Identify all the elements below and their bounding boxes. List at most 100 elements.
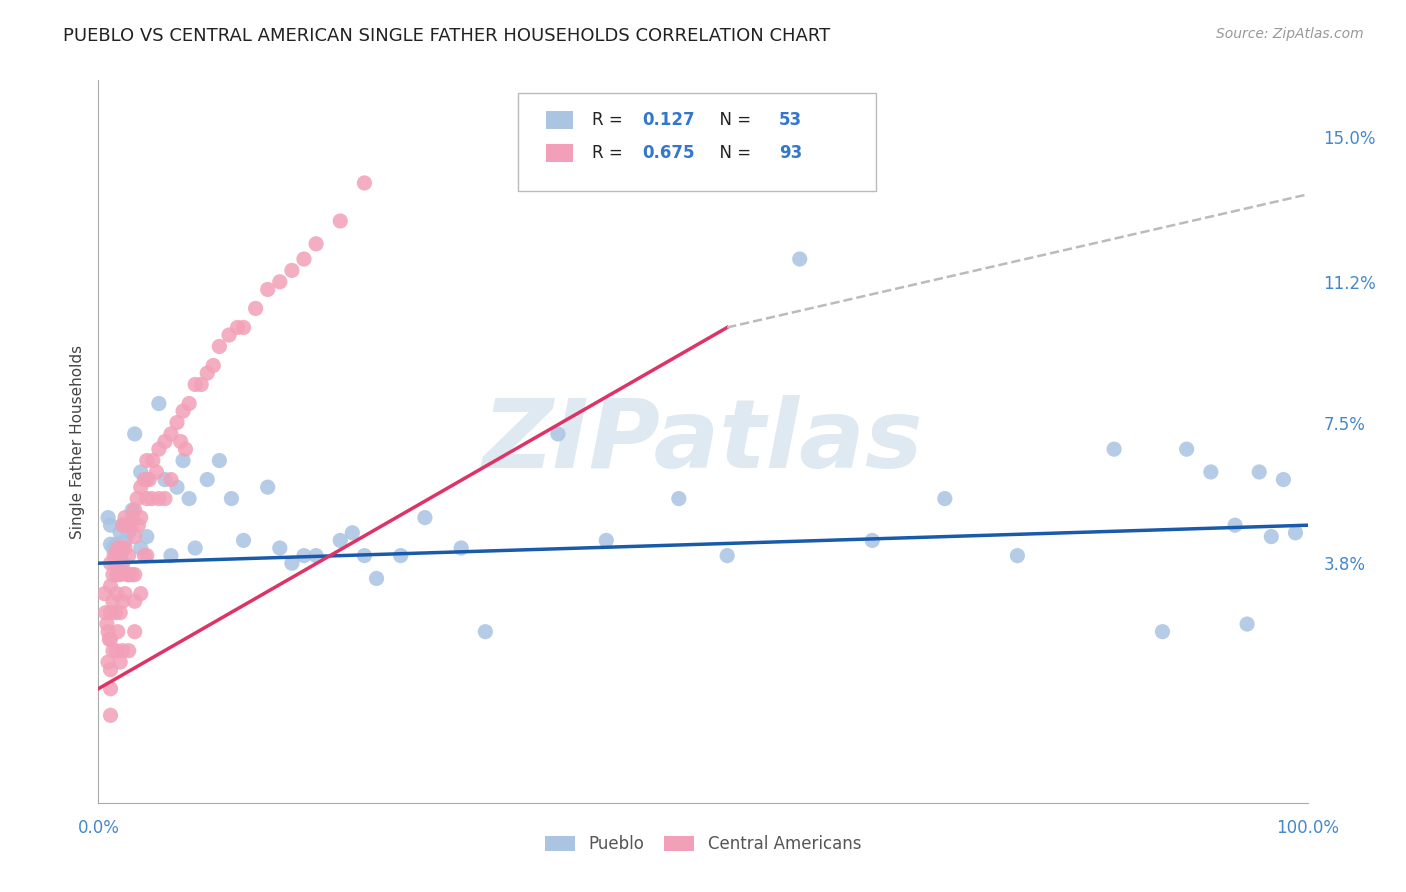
Point <box>256 282 278 296</box>
Point <box>716 549 738 563</box>
Point <box>118 643 141 657</box>
Point <box>134 473 156 487</box>
Point <box>179 396 201 410</box>
Point <box>1272 473 1295 487</box>
Point <box>111 643 134 657</box>
Point <box>101 541 124 555</box>
Point <box>100 632 122 647</box>
Point <box>97 510 120 524</box>
Point <box>269 541 291 555</box>
Text: ZIPatlas: ZIPatlas <box>482 395 924 488</box>
Point <box>195 473 218 487</box>
Point <box>789 252 811 266</box>
Point <box>121 503 143 517</box>
Point <box>232 533 254 548</box>
Point <box>172 453 194 467</box>
Point <box>160 473 183 487</box>
Point <box>111 594 134 608</box>
Point <box>166 416 188 430</box>
FancyBboxPatch shape <box>546 111 574 129</box>
Point <box>107 541 129 555</box>
Point <box>172 404 194 418</box>
Point <box>218 328 240 343</box>
Legend: Pueblo, Central Americans: Pueblo, Central Americans <box>538 828 868 860</box>
Point <box>100 579 122 593</box>
Point <box>107 567 129 582</box>
Point <box>118 549 141 563</box>
Point <box>124 503 146 517</box>
Point <box>105 587 128 601</box>
Point <box>450 541 472 555</box>
Point <box>232 320 254 334</box>
Point <box>105 567 128 582</box>
Point <box>111 556 134 570</box>
Text: 93: 93 <box>779 144 803 161</box>
Point <box>111 556 134 570</box>
Point <box>100 663 122 677</box>
Point <box>108 525 131 540</box>
Point <box>129 510 152 524</box>
Point <box>111 518 134 533</box>
Point <box>1175 442 1198 457</box>
Point <box>127 491 149 506</box>
Point <box>245 301 267 316</box>
Point <box>124 567 146 582</box>
Point <box>934 491 956 506</box>
Point <box>124 624 146 639</box>
FancyBboxPatch shape <box>517 93 876 191</box>
Point <box>114 510 136 524</box>
Point <box>138 473 160 487</box>
Point <box>103 549 125 563</box>
Point <box>124 530 146 544</box>
Point <box>153 434 176 449</box>
Point <box>115 518 138 533</box>
Point <box>118 525 141 540</box>
Point <box>100 556 122 570</box>
Point <box>97 655 120 669</box>
Point <box>1284 525 1306 540</box>
Point <box>1152 624 1174 639</box>
Point <box>114 518 136 533</box>
Point <box>281 263 304 277</box>
Point <box>166 480 188 494</box>
Point <box>100 518 122 533</box>
Point <box>474 624 496 639</box>
Point <box>1236 617 1258 632</box>
Point <box>100 708 122 723</box>
Point <box>101 594 124 608</box>
Point <box>117 567 139 582</box>
Point <box>342 525 364 540</box>
Point <box>121 510 143 524</box>
Point <box>124 594 146 608</box>
Point <box>118 518 141 533</box>
Point <box>93 587 115 601</box>
Point <box>100 681 122 696</box>
Point <box>329 533 352 548</box>
Point <box>105 537 128 551</box>
Point <box>153 491 176 506</box>
Point <box>202 359 225 373</box>
Point <box>108 655 131 669</box>
Point <box>1260 530 1282 544</box>
Text: R =: R = <box>592 144 627 161</box>
Point <box>281 556 304 570</box>
Point <box>120 518 142 533</box>
Point <box>208 453 231 467</box>
Point <box>121 567 143 582</box>
Text: Source: ZipAtlas.com: Source: ZipAtlas.com <box>1216 27 1364 41</box>
Text: R =: R = <box>592 111 627 129</box>
Point <box>389 549 412 563</box>
Point <box>104 556 127 570</box>
Point <box>269 275 291 289</box>
Point <box>96 617 118 632</box>
Point <box>108 606 131 620</box>
Point <box>860 533 883 548</box>
Point <box>190 377 212 392</box>
Point <box>97 624 120 639</box>
Point <box>547 426 569 441</box>
Point <box>129 465 152 479</box>
Point <box>160 426 183 441</box>
Point <box>148 396 170 410</box>
Point <box>111 518 134 533</box>
Point <box>145 465 167 479</box>
